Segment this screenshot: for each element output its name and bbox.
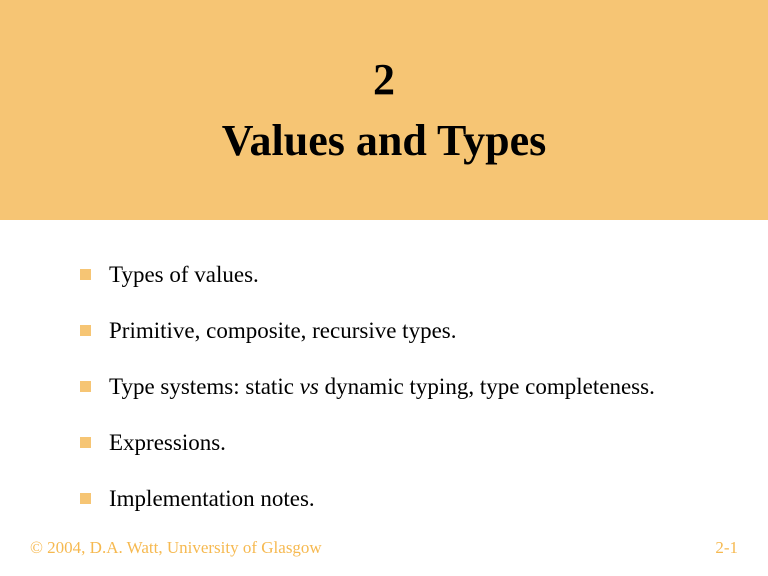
page-number: 2-1 xyxy=(715,538,738,558)
bullet-icon xyxy=(80,437,91,448)
bullet-icon xyxy=(80,325,91,336)
bullet-text-post: dynamic typing, type completeness. xyxy=(319,374,655,399)
bullet-text: Types of values. xyxy=(109,260,259,290)
list-item: Types of values. xyxy=(80,260,708,290)
bullet-icon xyxy=(80,269,91,280)
bullet-text: Primitive, composite, recursive types. xyxy=(109,316,456,346)
copyright-text: © 2004, D.A. Watt, University of Glasgow xyxy=(30,538,322,558)
bullet-text-pre: Type systems: static xyxy=(109,374,300,399)
bullet-icon xyxy=(80,493,91,504)
list-item: Type systems: static vs dynamic typing, … xyxy=(80,372,708,402)
chapter-number: 2 xyxy=(373,54,395,105)
bullet-text: Expressions. xyxy=(109,428,226,458)
chapter-title: Values and Types xyxy=(222,115,546,166)
bullet-text: Implementation notes. xyxy=(109,484,315,514)
footer: © 2004, D.A. Watt, University of Glasgow… xyxy=(0,538,768,558)
list-item: Implementation notes. xyxy=(80,484,708,514)
list-item: Primitive, composite, recursive types. xyxy=(80,316,708,346)
bullet-list: Types of values. Primitive, composite, r… xyxy=(0,220,768,513)
list-item: Expressions. xyxy=(80,428,708,458)
bullet-text-italic: vs xyxy=(300,374,319,399)
title-band: 2 Values and Types xyxy=(0,0,768,220)
bullet-text: Type systems: static vs dynamic typing, … xyxy=(109,372,655,402)
bullet-icon xyxy=(80,381,91,392)
